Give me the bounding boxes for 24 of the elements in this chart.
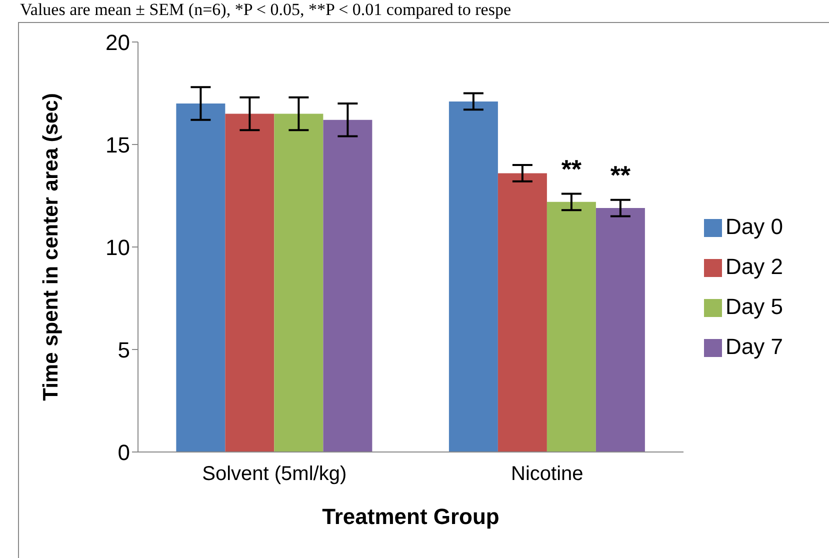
y-tick-label: 5: [118, 337, 130, 362]
text: Values are mean ± SEM (n=6), *P < 0.05, **P < 0.01 compared to respe: [20, 0, 512, 20]
bar: [448, 101, 498, 452]
bar: [546, 202, 596, 452]
legend-label: Day 7: [726, 334, 783, 359]
legend-label: Day 5: [726, 294, 783, 319]
bar: [498, 173, 547, 452]
x-axis-title: Treatment Group: [322, 504, 500, 529]
y-axis-title: Time spent in center area (sec): [39, 93, 62, 401]
bar: [176, 104, 226, 452]
data-label: **: [610, 160, 632, 190]
bar: [596, 208, 645, 452]
bar: [323, 120, 372, 452]
y-tick-label: 10: [106, 234, 130, 260]
y-tick-label: 20: [106, 30, 130, 55]
legend-label: Day 2: [726, 254, 783, 279]
legend-label: Day 0: [726, 214, 783, 239]
bar: [225, 114, 274, 452]
y-tick-label: 15: [106, 132, 130, 158]
bar: [274, 114, 324, 452]
data-label: **: [561, 154, 582, 184]
y-tick-label: 0: [118, 440, 130, 465]
x-tick-label: Nicotine: [511, 463, 584, 486]
x-tick-label: Solvent (5ml/kg): [202, 463, 347, 486]
